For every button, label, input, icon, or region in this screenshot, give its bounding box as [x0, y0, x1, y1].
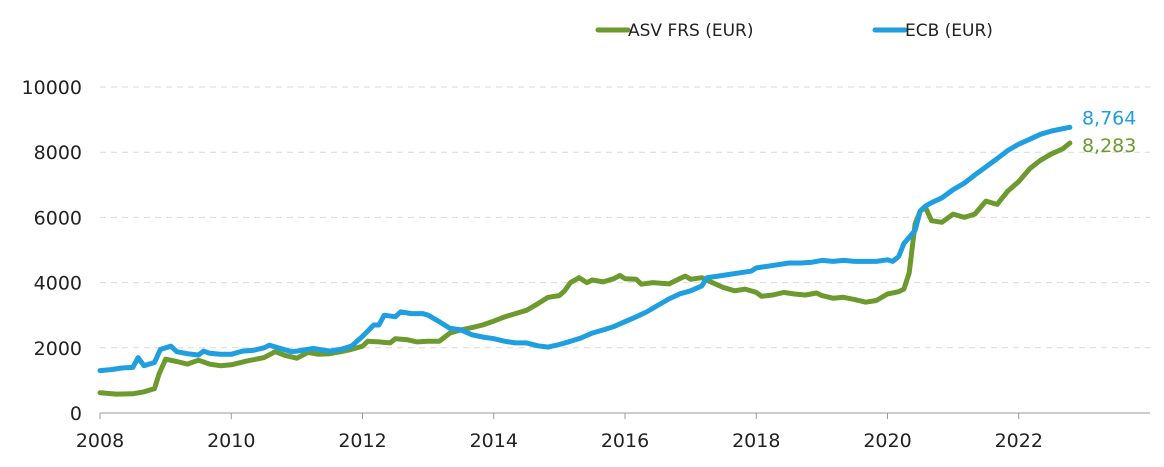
- legend-label: ECB (EUR): [905, 21, 993, 41]
- gridlines: [100, 86, 1150, 349]
- series-line-ecb-eur: [97, 124, 1073, 374]
- legend-label: ASV FRS (EUR): [628, 21, 754, 41]
- y-tick-label: 10000: [22, 77, 82, 99]
- end-labels: 8,283 8,764: [1082, 107, 1136, 157]
- y-tick-label: 2000: [34, 338, 82, 360]
- x-axis-ticks: 2008 2010 2012 2014 2016 2018 2020 2022: [76, 413, 1043, 452]
- y-tick-label: 4000: [34, 273, 82, 295]
- legend: ASV FRS (EUR) ECB (EUR): [595, 21, 993, 41]
- y-tick-label: 0: [70, 403, 82, 425]
- x-tick-label: 2016: [601, 430, 649, 452]
- x-tick-label: 2014: [470, 430, 518, 452]
- y-axis-ticks: 0 2000 4000 6000 8000 10000: [22, 77, 82, 425]
- end-value-label-asv-frs-eur: 8,283: [1082, 135, 1136, 157]
- x-tick-label: 2008: [76, 430, 124, 452]
- end-value-label-ecb-eur: 8,764: [1082, 107, 1136, 129]
- x-tick-label: 2012: [338, 430, 386, 452]
- legend-item-asv-frs-eur: ASV FRS (EUR): [595, 21, 754, 41]
- x-tick-label: 2022: [995, 430, 1043, 452]
- x-tick-label: 2018: [732, 430, 780, 452]
- legend-item-ecb-eur: ECB (EUR): [872, 21, 993, 41]
- y-tick-label: 8000: [34, 142, 82, 164]
- series-line-asv-frs-eur: [97, 140, 1073, 397]
- y-tick-label: 6000: [34, 207, 82, 229]
- x-tick-label: 2010: [207, 430, 255, 452]
- series-lines: [97, 124, 1073, 397]
- x-tick-label: 2020: [863, 430, 911, 452]
